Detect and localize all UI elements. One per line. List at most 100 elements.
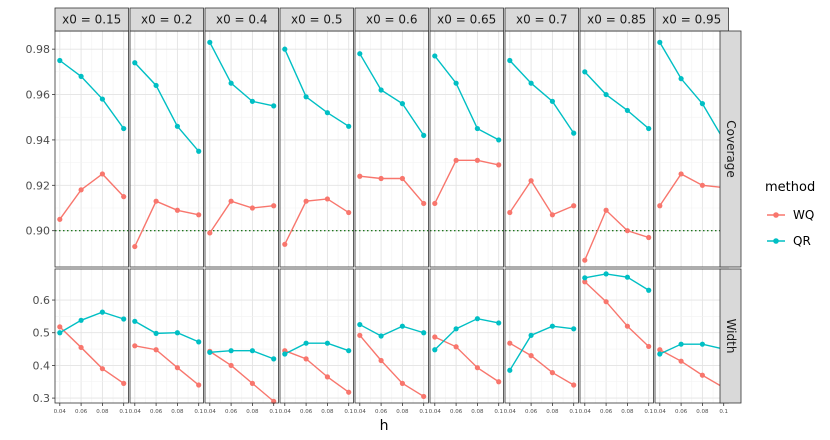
facet-strip-label: x0 = 0.95	[662, 13, 721, 27]
data-point-wq	[174, 207, 180, 213]
x-tick-label: 0.1	[269, 409, 278, 415]
data-point-wq	[699, 182, 706, 188]
panel-border	[54, 268, 129, 404]
data-point-qr	[57, 57, 63, 64]
data-point-wq	[507, 340, 513, 346]
data-point-qr	[271, 103, 277, 109]
panel-border	[579, 268, 654, 404]
x-tick-label: 0.1	[344, 409, 353, 415]
facet-strip-label: x0 = 0.2	[141, 13, 193, 27]
series-line-qr	[509, 60, 575, 134]
data-point-wq	[453, 344, 459, 350]
data-point-qr	[228, 348, 234, 354]
y-tick-label: 0.5	[33, 327, 51, 340]
data-point-qr	[378, 87, 384, 93]
data-point-qr	[324, 340, 330, 346]
data-point-qr	[132, 60, 138, 66]
series-line-wq	[359, 175, 425, 204]
data-point-wq	[121, 380, 127, 386]
series-line-qr	[59, 59, 125, 129]
data-point-qr	[496, 137, 502, 143]
x-tick-label: 0.06	[375, 409, 388, 415]
data-point-wq	[132, 343, 138, 349]
y-tick-label: 0.98	[26, 43, 51, 56]
data-point-wq	[421, 393, 427, 400]
x-tick-label: 0.1	[494, 409, 503, 415]
series-line-wq	[284, 350, 350, 393]
series-line-wq	[59, 173, 125, 220]
data-point-wq	[78, 344, 84, 351]
x-tick-label: 0.08	[396, 409, 409, 415]
data-point-wq	[603, 299, 609, 305]
data-point-wq	[571, 382, 577, 388]
data-point-wq	[453, 157, 459, 163]
series-line-qr	[659, 41, 725, 141]
data-point-wq	[121, 194, 127, 200]
x-tick-label: 0.04	[654, 409, 667, 415]
data-point-wq	[399, 175, 405, 182]
x-tick-label: 0.04	[429, 409, 442, 415]
data-point-qr	[249, 348, 255, 354]
series-line-wq	[434, 159, 499, 204]
data-point-qr	[624, 107, 631, 114]
data-point-qr	[174, 123, 180, 129]
facet-strip	[354, 7, 429, 32]
data-point-qr	[78, 317, 84, 323]
x-tick-label: 0.1	[569, 409, 578, 415]
x-tick-label: 0.06	[300, 409, 313, 415]
data-point-qr	[528, 80, 534, 86]
data-point-wq	[99, 366, 105, 372]
x-tick-label: 0.08	[471, 409, 484, 415]
data-point-wq	[249, 380, 255, 386]
data-point-qr	[453, 80, 459, 86]
series-line-qr	[359, 323, 424, 337]
data-point-qr	[282, 46, 288, 52]
y-axes-layer: 0.90 0.92 0.94 0.96 0.98 0.3 0.4 0.5 0.6	[26, 43, 55, 405]
data-point-wq	[432, 334, 438, 340]
x-tick-label: 0.06	[450, 409, 463, 415]
data-point-wq	[303, 198, 309, 204]
y-tick-label: 0.3	[33, 392, 51, 405]
y-tick-label: 0.90	[26, 225, 51, 238]
data-point-qr	[282, 351, 288, 357]
series-line-qr	[209, 350, 274, 360]
data-point-wq	[399, 380, 405, 386]
data-point-wq	[324, 196, 330, 202]
data-point-qr	[507, 57, 513, 64]
data-point-wq	[228, 362, 234, 369]
facet-strip	[504, 7, 579, 32]
data-point-qr	[303, 340, 309, 346]
data-point-wq	[528, 353, 534, 359]
data-point-wq	[549, 370, 556, 376]
series-line-qr	[284, 342, 349, 355]
x-tick-label: 0.08	[696, 409, 709, 415]
data-point-qr	[549, 323, 556, 329]
x-tick-label: 0.08	[321, 409, 334, 415]
data-point-qr	[174, 330, 180, 336]
facet-strip	[54, 7, 129, 32]
series-line-qr	[509, 325, 574, 371]
data-point-qr	[678, 76, 684, 82]
series-line-qr	[434, 317, 499, 351]
facet-strip-label: x0 = 0.6	[366, 13, 418, 27]
series-line-wq	[509, 342, 575, 386]
data-point-wq	[132, 243, 138, 250]
x-tick-label: 0.04	[579, 409, 592, 415]
data-point-qr	[346, 123, 352, 129]
data-point-qr	[603, 91, 609, 98]
panel-border	[354, 268, 429, 404]
data-point-wq	[228, 198, 234, 204]
data-point-wq	[282, 241, 288, 247]
x-tick-label: 0.08	[171, 409, 184, 415]
data-point-wq	[432, 200, 438, 207]
data-point-qr	[153, 330, 159, 336]
series-line-qr	[59, 311, 124, 334]
x-tick-label: 0.06	[75, 409, 88, 415]
data-point-wq	[624, 228, 631, 234]
data-point-wq	[271, 203, 277, 209]
data-point-wq	[196, 382, 202, 388]
facet-strip-label: x0 = 0.4	[216, 13, 268, 27]
series-line-qr	[434, 55, 500, 141]
facet-strip-row-label: Coverage	[724, 120, 738, 178]
data-point-qr	[549, 98, 556, 104]
